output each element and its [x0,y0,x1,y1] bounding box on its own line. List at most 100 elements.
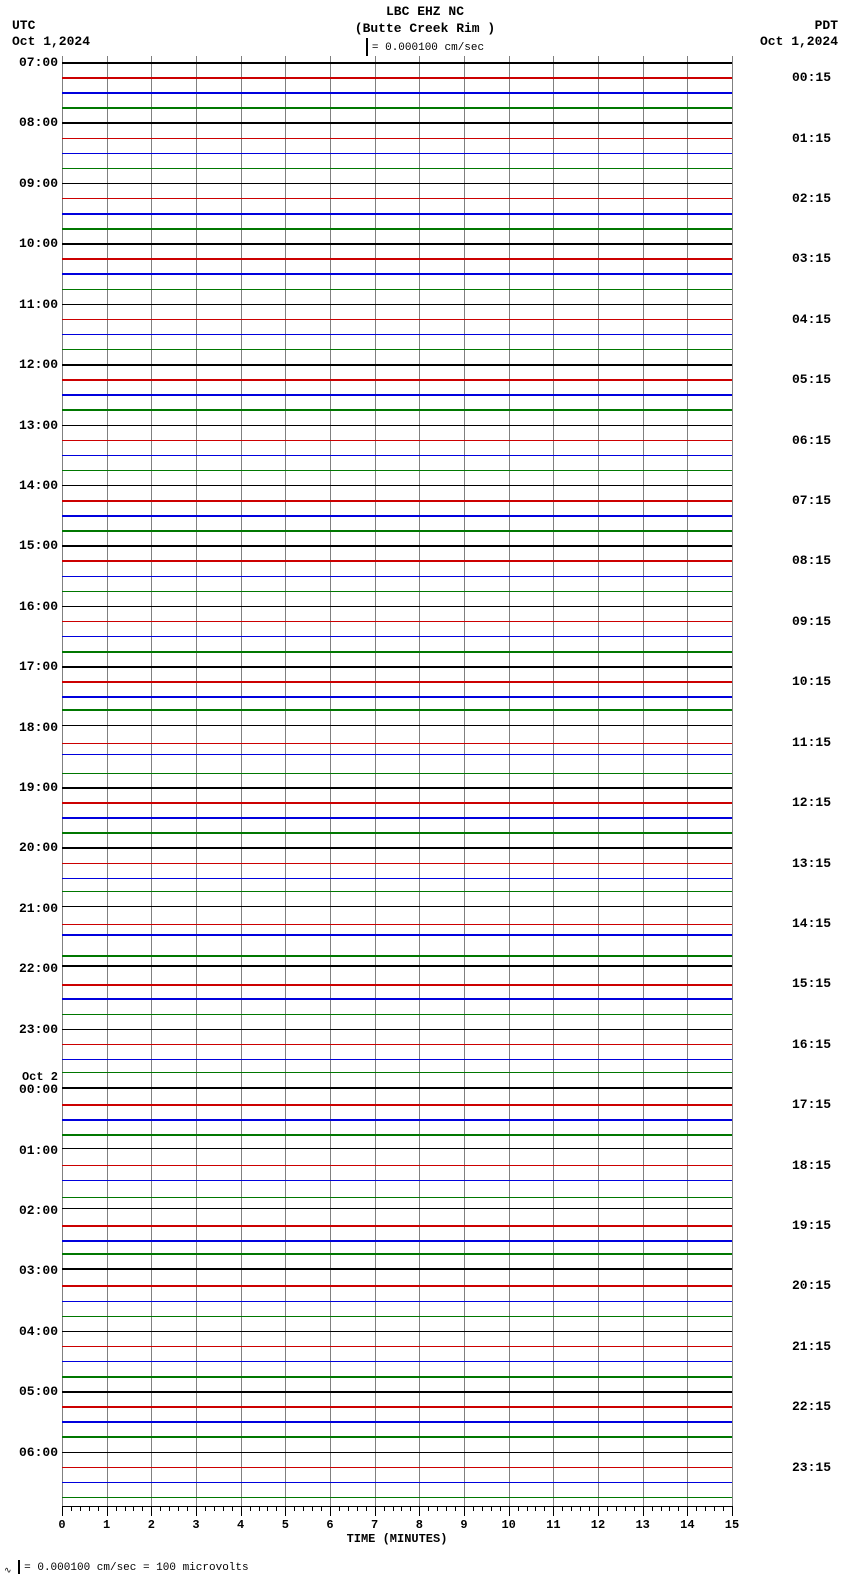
x-tick-major [419,1506,420,1516]
seismic-trace [62,621,732,623]
seismic-trace [62,394,732,396]
seismic-trace [62,1482,732,1484]
time-label-utc: 17:00 [19,660,58,673]
x-tick-label: 4 [237,1518,244,1532]
time-label-pdt: 21:15 [792,1340,831,1353]
seismic-trace [62,878,732,880]
x-tick-label: 8 [416,1518,423,1532]
seismic-trace [62,1497,732,1499]
time-label-pdt: 03:15 [792,252,831,265]
x-tick-label: 13 [635,1518,649,1532]
seismic-trace [62,289,732,291]
time-label-pdt: 19:15 [792,1219,831,1232]
date-marker: Oct 2 [22,1071,58,1083]
time-label-pdt: 09:15 [792,615,831,628]
seismic-trace [62,138,732,140]
seismic-trace [62,591,732,593]
time-label-pdt: 12:15 [792,796,831,809]
time-label-utc: 22:00 [19,962,58,975]
seismic-trace [62,1044,732,1046]
x-tick-major [330,1506,331,1516]
x-axis-title: TIME (MINUTES) [62,1532,732,1546]
seismic-trace [62,304,732,306]
seismic-trace [62,1119,732,1121]
seismic-trace [62,906,732,908]
header: UTC Oct 1,2024 LBC EHZ NC (Butte Creek R… [0,0,850,56]
seismic-trace [62,754,732,756]
seismic-trace [62,1225,732,1227]
seismic-trace [62,1180,732,1182]
seismic-trace [62,1436,732,1438]
x-tick-major [509,1506,510,1516]
footer-scale: ∿ = 0.000100 cm/sec = 100 microvolts [4,1560,249,1576]
time-label-utc: 10:00 [19,237,58,250]
seismic-trace [62,1165,732,1167]
time-label-pdt: 16:15 [792,1038,831,1051]
time-label-pdt: 13:15 [792,857,831,870]
time-label-utc: 02:00 [19,1204,58,1217]
seismic-trace [62,998,732,1000]
seismic-trace [62,1253,732,1255]
x-tick-major [732,1506,733,1516]
time-label-utc: 00:00 [19,1083,58,1096]
time-label-pdt: 23:15 [792,1461,831,1474]
seismic-trace [62,1087,732,1089]
x-axis-line [62,1506,732,1507]
seismic-trace [62,984,732,986]
time-label-utc: 11:00 [19,298,58,311]
seismic-trace [62,1285,732,1287]
seismic-trace [62,1104,732,1106]
seismic-trace [62,1467,732,1469]
time-label-utc: 18:00 [19,721,58,734]
left-time-labels: 07:0008:0009:0010:0011:0012:0013:0014:00… [0,56,60,1506]
x-tick-major [151,1506,152,1516]
x-tick-major [241,1506,242,1516]
x-tick-major [196,1506,197,1516]
seismic-trace [62,243,732,245]
seismic-trace [62,651,732,653]
x-tick-label: 15 [725,1518,739,1532]
x-tick-major [687,1506,688,1516]
time-label-pdt: 11:15 [792,736,831,749]
time-label-utc: 09:00 [19,177,58,190]
seismic-trace [62,1361,732,1363]
seismic-trace [62,863,732,865]
time-label-pdt: 05:15 [792,373,831,386]
seismic-trace [62,485,732,487]
scale-bar-icon [366,38,368,56]
seismic-trace [62,1059,732,1061]
seismic-trace [62,1452,732,1454]
seismic-trace [62,891,732,893]
time-label-utc: 21:00 [19,902,58,915]
x-tick-major [464,1506,465,1516]
seismic-trace [62,1406,732,1408]
seismic-trace [62,425,732,427]
time-label-pdt: 06:15 [792,434,831,447]
seismic-trace [62,743,732,745]
x-tick-label: 12 [591,1518,605,1532]
x-tick-major [62,1506,63,1516]
seismogram-container: UTC Oct 1,2024 LBC EHZ NC (Butte Creek R… [0,0,850,1584]
seismic-trace [62,1346,732,1348]
x-tick-label: 3 [192,1518,199,1532]
seismic-trace [62,681,732,683]
seismic-trace [62,560,732,562]
time-label-utc: 04:00 [19,1325,58,1338]
seismic-trace [62,440,732,442]
seismic-trace [62,500,732,502]
seismic-trace [62,1134,732,1136]
seismic-trace [62,1029,732,1031]
seismic-trace [62,802,732,804]
time-label-pdt: 08:15 [792,554,831,567]
time-label-utc: 14:00 [19,479,58,492]
seismic-trace [62,258,732,260]
time-label-pdt: 22:15 [792,1400,831,1413]
seismic-trace [62,183,732,185]
header-center: LBC EHZ NC (Butte Creek Rim ) = 0.000100… [0,4,850,56]
seismogram-plot [62,56,732,1506]
seismic-trace [62,725,732,727]
time-label-utc: 05:00 [19,1385,58,1398]
seismic-trace [62,213,732,215]
station-location: (Butte Creek Rim ) [0,21,850,38]
seismic-trace [62,1421,732,1423]
